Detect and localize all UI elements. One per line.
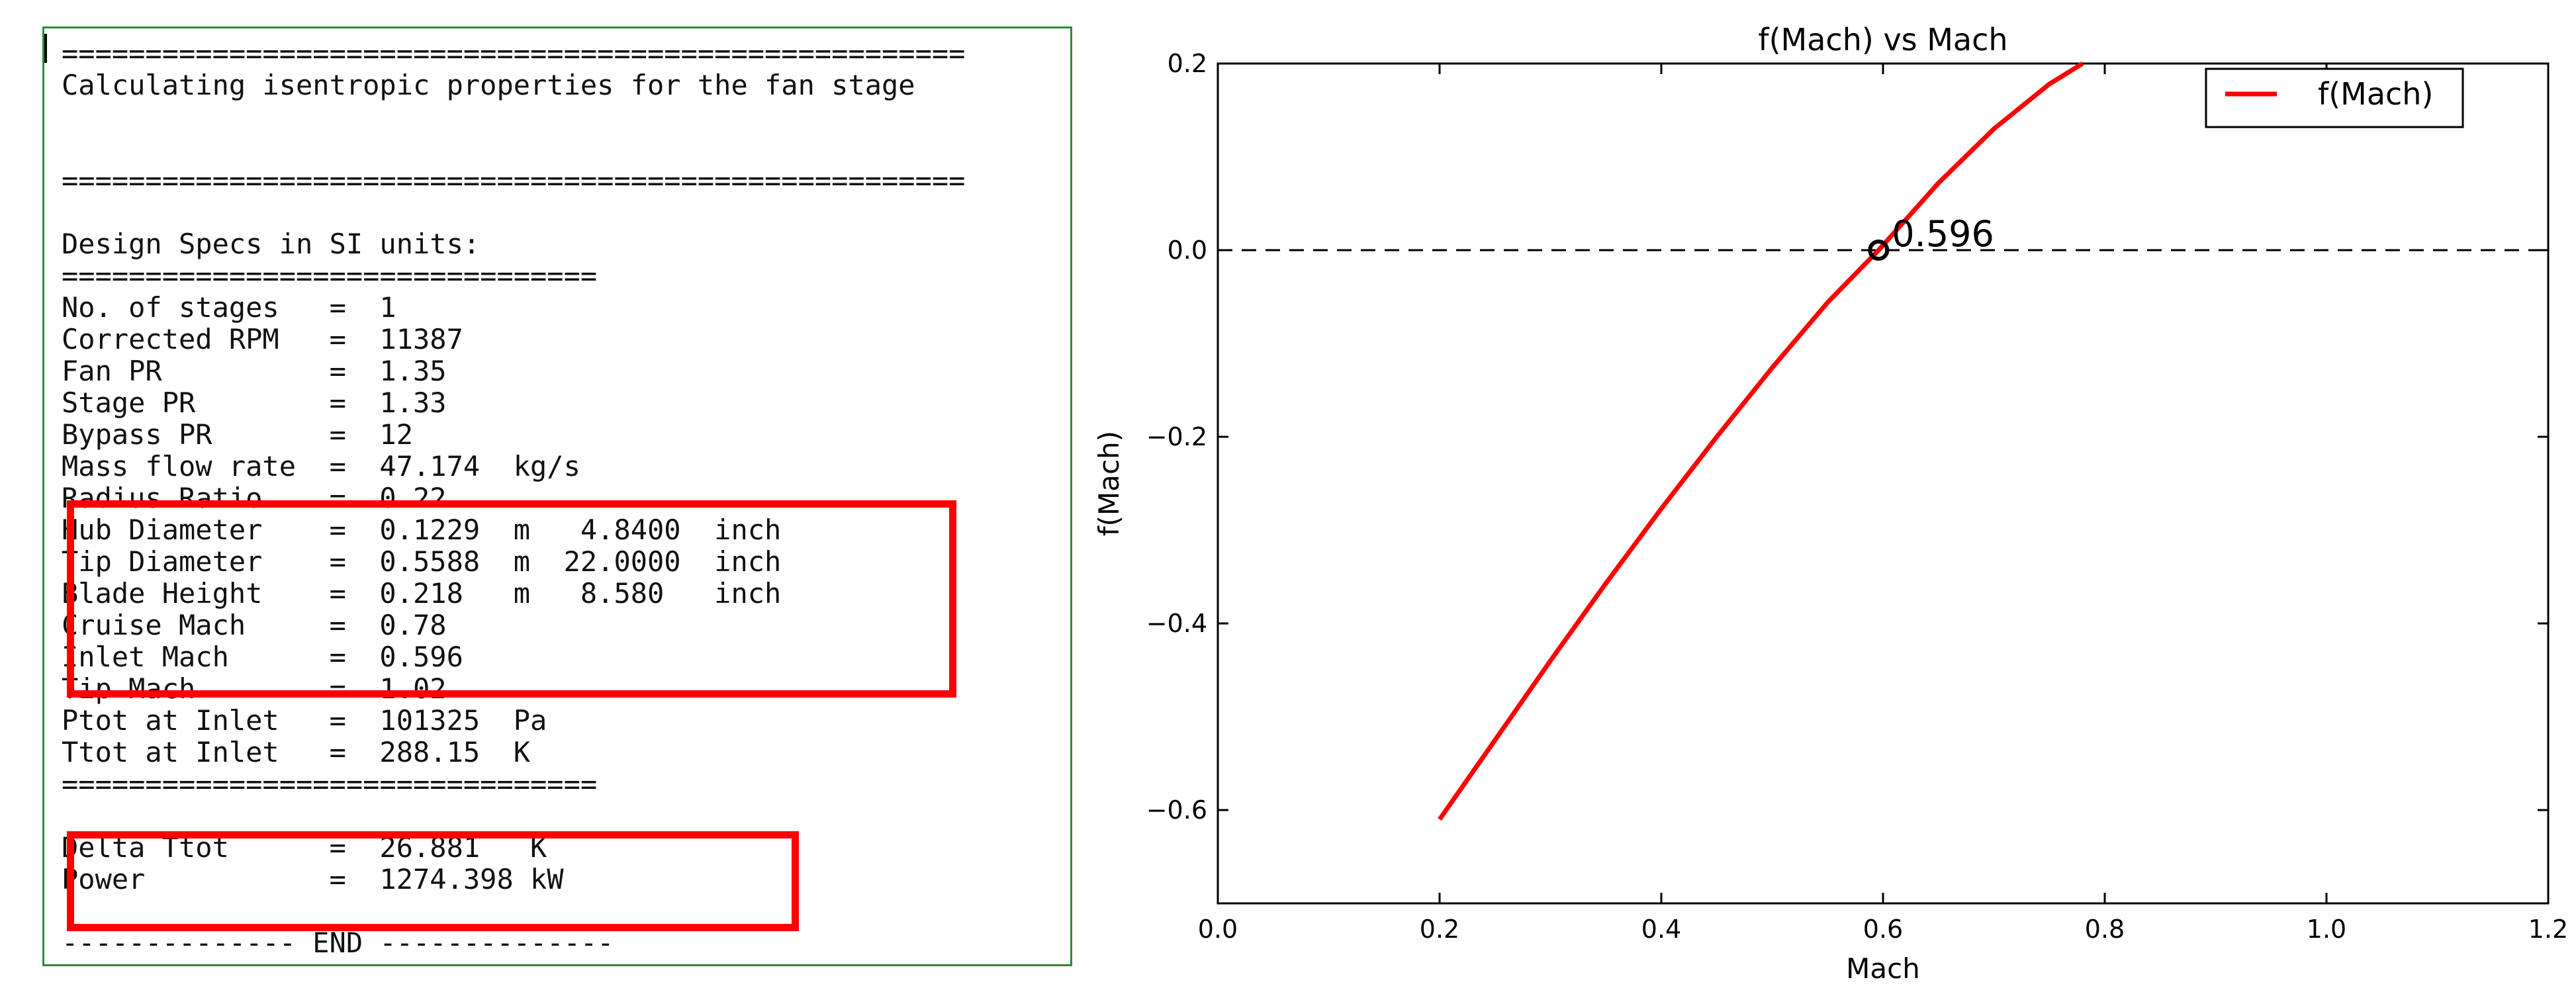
console-line: Corrected RPM = 11387	[62, 323, 463, 355]
y-tick-label: −0.4	[1146, 609, 1207, 638]
root-annotation-label: 0.596	[1892, 213, 1994, 255]
console-line: Calculating isentropic properties for th…	[62, 69, 915, 101]
console-line: Ptot at Inlet = 101325 Pa	[62, 704, 547, 737]
console-line: Mass flow rate = 47.174 kg/s	[62, 450, 580, 482]
console-text: ================================ ========…	[62, 38, 965, 959]
y-tick-label: −0.6	[1146, 795, 1207, 825]
x-tick-label: 0.6	[1863, 915, 1903, 944]
x-tick-label: 1.0	[2307, 915, 2346, 944]
chart-title: f(Mach) vs Mach	[1758, 22, 2007, 58]
console-line: Stage PR = 1.33	[62, 386, 447, 419]
console-line: Cruise Mach = 0.78	[62, 609, 447, 641]
y-tick-label: −0.2	[1146, 422, 1207, 451]
console-line: ========================================…	[62, 164, 966, 197]
console-line: Radius Ratio = 0.22	[62, 482, 447, 514]
y-axis-title: f(Mach)	[1093, 431, 1125, 536]
console-line	[62, 800, 965, 832]
console-line	[62, 101, 965, 133]
x-tick-label: 0.4	[1641, 915, 1681, 944]
console-line	[62, 133, 965, 165]
root-marker	[1868, 240, 1890, 261]
console-line: Fan PR = 1.35	[62, 355, 447, 387]
legend-box	[2205, 68, 2464, 128]
x-tick-label: 0.2	[1420, 915, 1459, 944]
f-mach-series-line	[1438, 62, 2084, 821]
legend: f(Mach)	[2205, 68, 2464, 128]
console-line: Power = 1274.398 kW	[62, 863, 564, 895]
console-line: -------------- END --------------	[62, 927, 614, 959]
console-output-panel: ================================ ========…	[42, 26, 1072, 966]
f-mach-plot: 0.0 0.2 0.4 0.6 0.8 1.0 1.2 −0.6 −0.4 −0.2 0.0 0.2 0…	[1093, 22, 2568, 985]
y-tick-label: 0.2	[1168, 49, 1207, 78]
x-axis-title: Mach	[1846, 952, 1920, 985]
highlight-box-design-specs	[67, 500, 956, 698]
console-line: Ttot at Inlet = 288.15 K	[62, 736, 531, 768]
console-line: Bypass PR = 12	[62, 418, 414, 451]
console-line	[62, 197, 965, 228]
console-line: Blade Height = 0.218 m 8.580 inch	[62, 577, 782, 610]
y-tick-label: 0.0	[1168, 236, 1207, 265]
plot-frame	[1217, 62, 2550, 905]
highlight-box-results	[67, 831, 799, 931]
x-tick-label: 1.2	[2528, 915, 2568, 944]
console-line: ========================================…	[62, 37, 966, 69]
text-cursor	[44, 34, 47, 63]
console-line: No. of stages = 1	[62, 291, 396, 324]
console-line: ================================	[62, 768, 598, 800]
x-tick-label: 0.8	[2085, 915, 2125, 944]
legend-label: f(Mach)	[2318, 76, 2433, 112]
console-line: Inlet Mach = 0.596	[62, 641, 463, 673]
console-line: ================================	[62, 259, 598, 292]
console-line: Tip Mach = 1.02	[62, 672, 447, 705]
x-tick-label: 0.0	[1198, 915, 1238, 944]
console-line: Design Specs in SI units:	[62, 228, 481, 260]
